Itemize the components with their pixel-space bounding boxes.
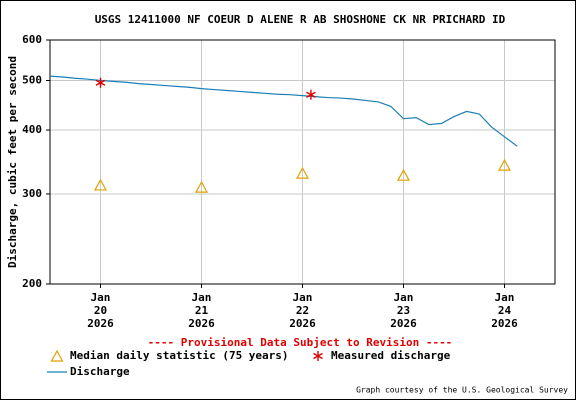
y-tick-label: 200 bbox=[22, 277, 42, 290]
y-tick-label: 400 bbox=[22, 123, 42, 136]
x-tick-label: 2026 bbox=[188, 317, 215, 330]
measured-marker bbox=[313, 351, 323, 361]
x-tick-label: Jan bbox=[192, 291, 212, 304]
star-stroke bbox=[313, 352, 323, 360]
plot-frame bbox=[49, 39, 556, 285]
median-marker bbox=[93, 178, 108, 191]
x-tick-label: 20 bbox=[94, 304, 107, 317]
chart-title: USGS 12411000 NF COEUR D ALENE R AB SHOS… bbox=[95, 13, 506, 26]
x-tick-label: 23 bbox=[397, 304, 410, 317]
legend-label: Discharge bbox=[70, 365, 130, 378]
x-tick-label: Jan bbox=[293, 291, 313, 304]
median-marker bbox=[497, 158, 512, 171]
y-tick-label: 600 bbox=[22, 33, 42, 46]
legend-label: Measured discharge bbox=[331, 349, 451, 362]
star-stroke bbox=[306, 91, 316, 98]
y-tick-label: 500 bbox=[22, 73, 42, 86]
credit: Graph courtesy of the U.S. Geological Su… bbox=[356, 386, 568, 395]
median-marker bbox=[194, 180, 209, 193]
star-stroke bbox=[95, 79, 106, 86]
x-tick-label: 2026 bbox=[87, 317, 114, 330]
median-marker bbox=[295, 166, 310, 179]
x-tick-label: 24 bbox=[498, 304, 512, 317]
median-marker bbox=[50, 349, 64, 362]
x-tick-label: Jan bbox=[394, 291, 414, 304]
annotation: ---- Provisional Data Subject to Revisio… bbox=[148, 336, 453, 349]
x-tick-label: 2026 bbox=[390, 317, 417, 330]
x-tick-label: Jan bbox=[495, 291, 515, 304]
measured-marker bbox=[95, 77, 106, 88]
discharge-line bbox=[49, 75, 518, 147]
x-tick-label: Jan bbox=[91, 291, 111, 304]
median-marker bbox=[396, 168, 411, 181]
y-tick-label: 300 bbox=[22, 187, 42, 200]
legend-label: Median daily statistic (75 years) bbox=[70, 349, 289, 362]
x-tick-label: 22 bbox=[296, 304, 309, 317]
y-axis-label: Discharge, cubic feet per second bbox=[6, 56, 19, 268]
x-tick-label: 2026 bbox=[491, 317, 518, 330]
measured-marker bbox=[306, 89, 316, 100]
x-tick-label: 21 bbox=[195, 304, 209, 317]
x-tick-label: 2026 bbox=[289, 317, 316, 330]
